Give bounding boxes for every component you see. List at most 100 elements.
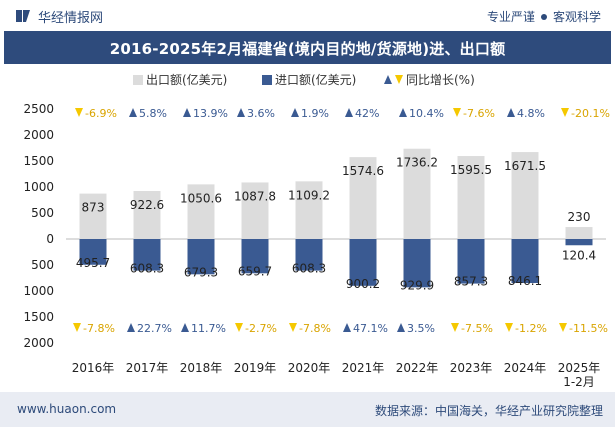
legend-up-triangle-icon bbox=[384, 75, 392, 84]
y-tick-label: 500 bbox=[31, 206, 54, 220]
legend-down-triangle-icon bbox=[395, 75, 403, 84]
import-growth-label: -11.5% bbox=[569, 322, 608, 335]
import-bar bbox=[511, 239, 539, 283]
export-bar bbox=[349, 157, 377, 239]
growth-up-triangle-icon bbox=[237, 108, 245, 117]
x-category-label: 2021年 bbox=[342, 361, 385, 375]
import-value-label: 608.3 bbox=[292, 262, 326, 276]
brand-logo-icon bbox=[16, 10, 30, 22]
export-growth-label: 5.8% bbox=[139, 107, 167, 120]
export-value-label: 1574.6 bbox=[342, 164, 384, 178]
import-growth-label: 22.7% bbox=[137, 322, 172, 335]
export-growth-label: 13.9% bbox=[193, 107, 228, 120]
export-bar bbox=[133, 191, 161, 239]
import-bar bbox=[79, 239, 107, 265]
y-tick-label: 2000 bbox=[23, 128, 54, 142]
growth-down-triangle-icon bbox=[561, 108, 569, 117]
export-value-label: 1736.2 bbox=[396, 156, 438, 170]
export-growth-label: 1.9% bbox=[301, 107, 329, 120]
x-category-label: 2020年 bbox=[288, 361, 331, 375]
y-tick-label: 500 bbox=[31, 258, 54, 272]
y-tick-label: 2000 bbox=[23, 336, 54, 350]
slogan-right: 客观科学 bbox=[552, 10, 601, 24]
x-category-label: 2018年 bbox=[180, 361, 223, 375]
import-growth-label: -7.5% bbox=[461, 322, 493, 335]
top-bar: 华经情报网 专业严谨 客观科学 bbox=[0, 0, 615, 30]
growth-down-triangle-icon bbox=[73, 323, 81, 332]
import-bar bbox=[295, 239, 323, 271]
import-value-label: 659.7 bbox=[238, 264, 272, 278]
growth-up-triangle-icon bbox=[129, 108, 137, 117]
y-tick-label: 1000 bbox=[23, 284, 54, 298]
footer: www.huaon.com 数据来源：中国海关，华经产业研究院整理 bbox=[0, 392, 615, 427]
export-growth-label: -20.1% bbox=[571, 107, 610, 120]
import-value-label: 495.7 bbox=[76, 256, 110, 270]
export-bar bbox=[565, 227, 593, 239]
x-category-label: 2016年 bbox=[72, 361, 115, 375]
export-bar bbox=[187, 184, 215, 239]
export-value-label: 1595.5 bbox=[450, 163, 492, 177]
slogan-left: 专业严谨 bbox=[486, 10, 535, 24]
separator-dot-icon bbox=[540, 13, 547, 20]
footer-url: www.huaon.com bbox=[17, 402, 117, 416]
y-tick-label: 1500 bbox=[23, 310, 54, 324]
x-category-label: 2022年 bbox=[396, 361, 439, 375]
chart-title: 2016-2025年2月福建省(境内目的地/货源地)进、出口额 bbox=[109, 40, 506, 58]
import-bar bbox=[403, 239, 431, 288]
import-value-label: 608.3 bbox=[130, 262, 164, 276]
import-growth-label: -1.2% bbox=[515, 322, 547, 335]
legend-export-swatch bbox=[133, 75, 143, 85]
import-growth-label: 11.7% bbox=[191, 322, 226, 335]
legend-import-swatch bbox=[262, 75, 272, 85]
chart: 出口额(亿美元) 进口额(亿美元) 同比增长(%) 2500 2000 1500 1000 5… bbox=[23, 72, 610, 389]
x-category-label: 2019年 bbox=[234, 361, 277, 375]
import-value-label: 846.1 bbox=[508, 274, 542, 288]
growth-down-triangle-icon bbox=[75, 108, 83, 117]
import-value-label: 857.3 bbox=[454, 275, 488, 289]
export-growth-label: -6.9% bbox=[85, 107, 117, 120]
export-value-label: 922.6 bbox=[130, 198, 164, 212]
title-bar: 2016-2025年2月福建省(境内目的地/货源地)进、出口额 bbox=[4, 31, 611, 64]
growth-down-triangle-icon bbox=[505, 323, 513, 332]
import-bar bbox=[187, 239, 215, 275]
export-value-label: 873 bbox=[82, 201, 105, 215]
import-growth-label: -2.7% bbox=[245, 322, 277, 335]
growth-up-triangle-icon bbox=[343, 323, 351, 332]
growth-up-triangle-icon bbox=[183, 108, 191, 117]
import-bar bbox=[241, 239, 269, 274]
growth-down-triangle-icon bbox=[559, 323, 567, 332]
y-tick-label: 2500 bbox=[23, 102, 54, 116]
export-value-label: 230 bbox=[568, 210, 591, 224]
y-tick-label: 0 bbox=[46, 232, 54, 246]
x-category-label: 2025年 bbox=[558, 361, 601, 375]
growth-down-triangle-icon bbox=[289, 323, 297, 332]
y-tick-label: 1500 bbox=[23, 154, 54, 168]
growth-down-triangle-icon bbox=[235, 323, 243, 332]
growth-up-triangle-icon bbox=[127, 323, 135, 332]
growth-up-triangle-icon bbox=[345, 108, 353, 117]
import-bar bbox=[565, 239, 593, 246]
export-value-label: 1671.5 bbox=[504, 159, 546, 173]
growth-up-triangle-icon bbox=[291, 108, 299, 117]
x-category-label: 2017年 bbox=[126, 361, 169, 375]
import-growth-label: -7.8% bbox=[299, 322, 331, 335]
export-growth-label: 4.8% bbox=[517, 107, 545, 120]
legend-import-label: 进口额(亿美元) bbox=[275, 72, 356, 87]
growth-up-triangle-icon bbox=[397, 323, 405, 332]
growth-up-triangle-icon bbox=[399, 108, 407, 117]
data-source: 数据来源：中国海关，华经产业研究院整理 bbox=[374, 404, 603, 418]
export-bar bbox=[403, 148, 431, 239]
export-growth-label: 10.4% bbox=[409, 107, 444, 120]
x-category-label: 2023年 bbox=[450, 361, 493, 375]
export-bar bbox=[511, 152, 539, 239]
brand-name: 华经情报网 bbox=[38, 11, 104, 26]
import-bar bbox=[457, 239, 485, 284]
legend-growth-label: 同比增长(%) bbox=[406, 73, 475, 87]
slogan: 专业严谨 客观科学 bbox=[487, 8, 601, 25]
export-bar bbox=[295, 181, 323, 239]
import-value-label: 679.3 bbox=[184, 265, 218, 279]
export-growth-label: 3.6% bbox=[247, 107, 275, 120]
import-value-label: 929.9 bbox=[400, 278, 434, 292]
export-bar bbox=[241, 182, 269, 239]
